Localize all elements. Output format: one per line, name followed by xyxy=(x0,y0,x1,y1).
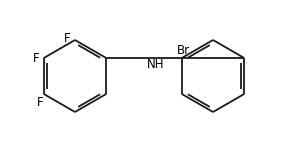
Text: NH: NH xyxy=(147,59,164,71)
Text: Br: Br xyxy=(177,45,190,57)
Text: F: F xyxy=(64,33,70,45)
Text: F: F xyxy=(32,52,39,64)
Text: F: F xyxy=(36,95,43,109)
